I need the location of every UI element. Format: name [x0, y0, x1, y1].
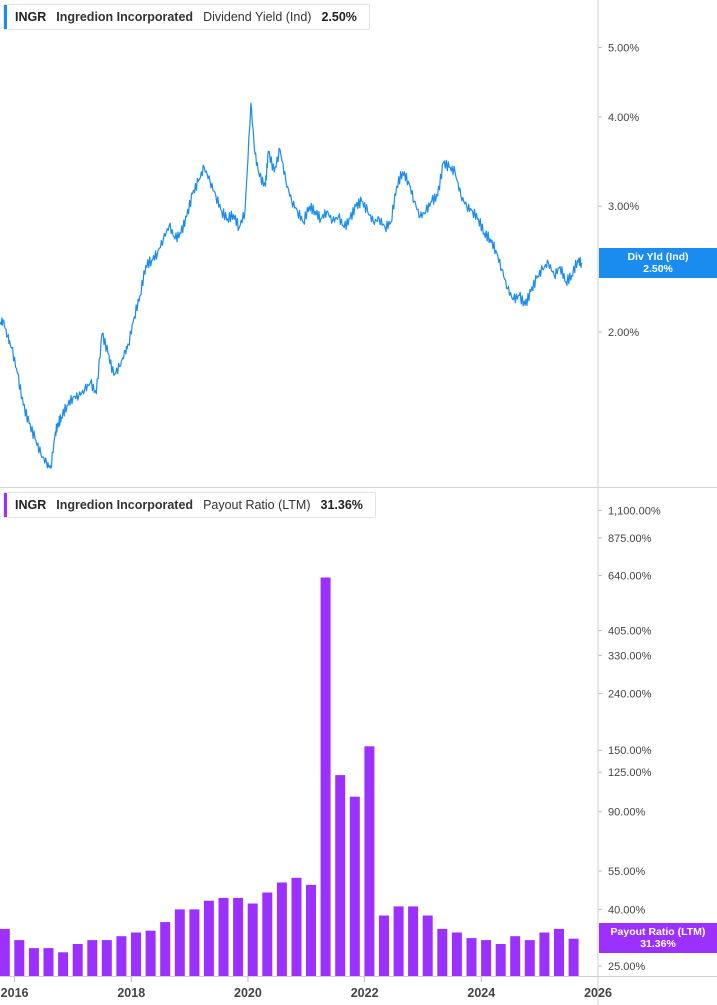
- payout-bar: [43, 948, 54, 976]
- legend-swatch: [4, 493, 7, 517]
- payout-bar: [87, 940, 98, 976]
- payout-bar: [335, 775, 346, 976]
- payout-bar: [568, 938, 579, 976]
- payout-bar: [174, 909, 185, 976]
- payout-bar: [189, 909, 200, 976]
- x-tick-label: 2016: [1, 986, 29, 1000]
- y-tick-label: 640.00%: [608, 571, 652, 583]
- payout-bar: [28, 948, 39, 976]
- payout-bar: [101, 940, 112, 976]
- payout-bar: [72, 944, 83, 976]
- payout-bar: [160, 922, 171, 976]
- badge-value: 31.36%: [640, 937, 676, 950]
- payout-bar: [233, 897, 244, 976]
- badge-label: Payout Ratio (LTM): [610, 925, 706, 938]
- y-tick-label: 330.00%: [608, 650, 652, 662]
- legend-company: Ingredion Incorporated: [56, 10, 194, 24]
- y-tick-label: 150.00%: [608, 745, 652, 757]
- y-tick-label: 405.00%: [608, 626, 652, 638]
- payout-bar: [422, 915, 433, 976]
- payout-bar: [451, 932, 462, 976]
- payout-bar: [379, 915, 389, 976]
- payout-bar: [349, 796, 360, 976]
- y-tick-label: 3.00%: [608, 201, 639, 213]
- dividend-yield-line: [0, 102, 583, 469]
- payout-bar: [437, 928, 448, 976]
- y-tick-label: 2.00%: [608, 327, 639, 339]
- div-yield-badge: Div Yld (Ind) 2.50%: [599, 247, 717, 278]
- payout-ratio-legend: INGR Ingredion Incorporated Payout Ratio…: [3, 492, 376, 518]
- payout-bar: [466, 938, 477, 976]
- payout-bar: [393, 906, 404, 976]
- payout-bar: [262, 892, 273, 976]
- payout-bar: [58, 952, 69, 976]
- payout-bar: [0, 928, 10, 976]
- x-tick-label: 2020: [234, 986, 262, 1000]
- y-tick-label: 25.00%: [608, 961, 646, 973]
- y-tick-label: 55.00%: [608, 866, 646, 878]
- payout-bar: [203, 900, 214, 976]
- legend-metric: Dividend Yield (Ind): [203, 10, 312, 24]
- x-tick-label: 2018: [117, 986, 145, 1000]
- payout-bar: [320, 577, 331, 976]
- payout-bar: [131, 932, 141, 976]
- payout-ratio-badge: Payout Ratio (LTM) 31.36%: [599, 922, 717, 953]
- x-tick-label: 2024: [467, 986, 495, 1000]
- legend-swatch: [4, 5, 7, 29]
- dividend-yield-legend: INGR Ingredion Incorporated Dividend Yie…: [3, 4, 370, 30]
- y-tick-label: 4.00%: [608, 112, 639, 124]
- legend-ticker: INGR: [15, 10, 47, 24]
- payout-bar: [218, 897, 229, 976]
- x-axis: 2016 2018 2020 2022 2024 2026: [1, 976, 612, 1000]
- payout-ratio-panel: 25.00% 40.00% 55.00% 90.00% 125.00% 150.00% 24…: [0, 505, 661, 976]
- payout-bar: [495, 944, 506, 976]
- legend-value: 2.50%: [321, 10, 357, 24]
- badge-label: Div Yld (Ind): [627, 250, 689, 263]
- legend-ticker: INGR: [15, 498, 47, 512]
- x-tick-label: 2022: [351, 986, 379, 1000]
- dividend-yield-panel: 2.00% 3.00% 4.00% 5.00%: [0, 43, 639, 469]
- y-tick-label: 5.00%: [608, 43, 639, 55]
- payout-bar: [306, 884, 316, 976]
- badge-value: 2.50%: [643, 262, 673, 275]
- payout-bar: [510, 936, 521, 976]
- payout-bar: [14, 940, 25, 976]
- payout-bar: [247, 903, 258, 976]
- legend-company: Ingredion Incorporated: [56, 498, 194, 512]
- y-tick-label: 875.00%: [608, 533, 652, 545]
- payout-bar: [145, 930, 156, 976]
- payout-bar: [539, 932, 550, 976]
- y-tick-label: 125.00%: [608, 767, 652, 779]
- legend-metric: Payout Ratio (LTM): [203, 498, 311, 512]
- y-tick-label: 240.00%: [608, 689, 652, 701]
- payout-bar: [481, 940, 492, 976]
- payout-bar: [291, 877, 302, 976]
- y-tick-label: 90.00%: [608, 807, 646, 819]
- payout-bar: [524, 940, 535, 976]
- payout-bar: [554, 928, 564, 976]
- y-tick-label: 40.00%: [608, 904, 646, 916]
- payout-bar: [408, 906, 419, 976]
- y-tick-label: 1,100.00%: [608, 505, 661, 517]
- payout-bar: [276, 882, 287, 976]
- payout-bar: [364, 746, 375, 976]
- legend-value: 31.36%: [320, 498, 363, 512]
- payout-bar: [116, 936, 127, 976]
